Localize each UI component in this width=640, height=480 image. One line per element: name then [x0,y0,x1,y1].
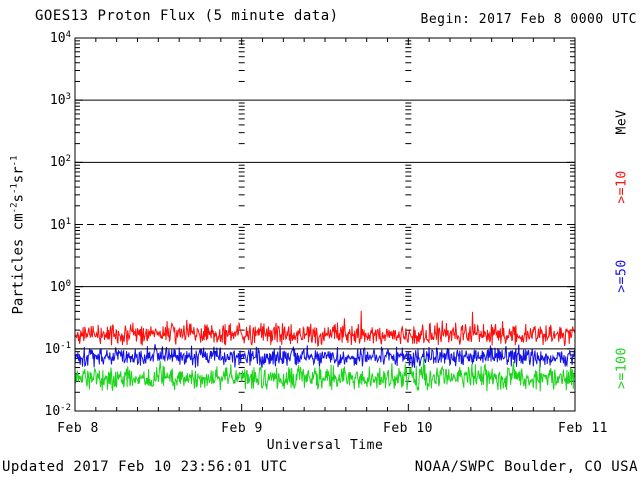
begin-time-label: Begin: 2017 Feb 8 0000 UTC [420,12,637,27]
updated-timestamp: Updated 2017 Feb 10 23:56:01 UTC [2,459,288,475]
chart-title: GOES13 Proton Flux (5 minute data) [35,8,339,24]
y-tick-1e0: 100 [49,278,71,296]
y-tick-1e3: 103 [49,91,71,109]
x-tick-feb10: Feb 10 [383,421,433,436]
legend-unit-mev: MeV [614,109,630,135]
x-axis-title: Universal Time [266,438,384,453]
y-tick-1e-2: 10-2 [44,402,72,420]
source-attribution: NOAA/SWPC Boulder, CO USA [414,459,638,475]
x-tick-feb9: Feb 9 [221,421,263,436]
plot-frame [74,37,576,412]
legend-ge10: >=10 [614,170,630,204]
legend-ge100: >=100 [614,347,630,389]
x-tick-feb11: Feb 11 [558,421,608,436]
y-tick-1e1: 101 [49,216,71,234]
y-tick-1e-1: 10-1 [44,340,72,358]
y-tick-1e4: 104 [49,29,71,47]
series-line-0 [74,310,576,348]
y-tick-1e2: 102 [49,153,71,171]
legend-ge50: >=50 [614,259,630,293]
series-line-2 [74,357,576,392]
x-tick-feb8: Feb 8 [57,421,99,436]
y-axis-title: Particles cm-2s-1sr-1 [9,155,27,315]
series-line-1 [74,344,576,368]
